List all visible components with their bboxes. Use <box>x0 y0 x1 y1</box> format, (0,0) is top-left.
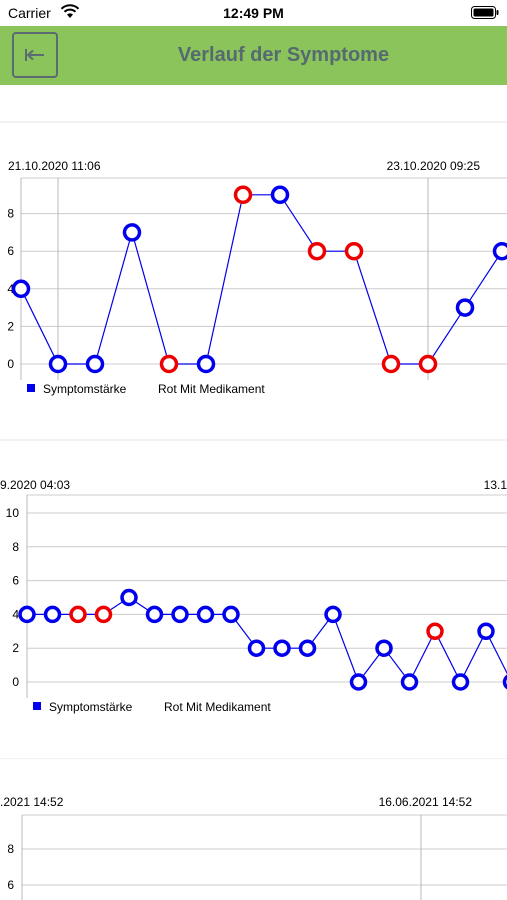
data-point <box>120 588 138 607</box>
data-point-medication <box>94 605 113 624</box>
data-point <box>247 639 266 657</box>
data-point <box>145 605 164 624</box>
date-right: 16.06.2021 14:52 <box>379 795 473 809</box>
y-tick-label: 4 <box>12 607 19 621</box>
wifi-icon <box>60 4 80 25</box>
data-point <box>451 673 470 691</box>
data-point <box>196 354 216 374</box>
data-point-medication <box>69 605 87 624</box>
data-point <box>122 223 142 242</box>
y-tick-label: 6 <box>7 244 14 258</box>
y-tick-label: 0 <box>12 675 19 689</box>
y-tick-label: 8 <box>7 207 14 221</box>
data-point <box>222 605 240 624</box>
y-tick-label: 2 <box>7 319 14 333</box>
symptom-chart-3: .2021 14:52 16.06.2021 14:52 8 6 <box>0 758 507 900</box>
page-title: Verlauf der Symptome <box>177 44 390 66</box>
data-point <box>48 354 68 374</box>
date-left: 9.2020 04:03 <box>0 478 70 492</box>
legend-swatch <box>33 702 41 710</box>
legend-series-label: Symptomstärke <box>49 700 133 714</box>
chart-legend: Symptomstärke Rot Mit Medikament <box>27 382 265 396</box>
data-point-medication <box>233 185 253 205</box>
date-right: 23.10.2020 09:25 <box>387 159 481 173</box>
y-tick-label: 8 <box>7 842 14 856</box>
date-left: .2021 14:52 <box>0 795 64 809</box>
data-point <box>349 673 368 691</box>
data-point <box>492 241 507 261</box>
legend-medication-label: Rot Mit Medikament <box>164 700 271 714</box>
data-point-medication <box>159 354 179 374</box>
arrow-left-to-bar-icon <box>25 49 44 61</box>
data-point-medication <box>344 241 364 261</box>
legend-medication-label: Rot Mit Medikament <box>158 382 265 396</box>
status-time: 12:49 PM <box>223 5 284 21</box>
y-tick-label: 6 <box>12 574 19 588</box>
legend-series-label: Symptomstärke <box>43 382 127 396</box>
data-point <box>196 605 215 624</box>
data-point <box>273 639 291 657</box>
data-point <box>11 279 31 299</box>
data-point-medication <box>381 354 401 374</box>
data-point <box>455 298 475 317</box>
data-point <box>400 673 419 691</box>
date-right: 13.1 <box>484 478 507 492</box>
navigation-bar: Verlauf der Symptome <box>0 26 507 85</box>
data-point <box>502 674 507 690</box>
y-tick-label: 4 <box>7 282 14 296</box>
y-tick-label: 2 <box>12 641 19 655</box>
y-tick-label: 10 <box>6 506 20 520</box>
data-point <box>375 639 393 657</box>
y-tick-label: 0 <box>7 357 14 371</box>
y-tick-label: 8 <box>12 540 19 554</box>
back-button[interactable] <box>12 32 58 78</box>
symptom-chart-2: 9.2020 04:03 13.1 0 2 4 6 8 10 Symptomstärke … <box>0 422 507 758</box>
chart-legend: Symptomstärke Rot Mit Medikament <box>33 700 271 714</box>
legend-swatch <box>27 384 35 392</box>
data-point-medication <box>426 622 444 641</box>
date-left: 21.10.2020 11:06 <box>8 159 101 173</box>
battery-icon <box>471 6 499 19</box>
data-point <box>477 622 495 641</box>
data-point <box>171 605 189 624</box>
data-point <box>85 354 105 374</box>
data-point <box>18 605 36 624</box>
status-bar: Carrier 12:49 PM <box>0 0 507 26</box>
data-point-medication <box>307 241 327 261</box>
y-tick-label: 6 <box>7 878 14 892</box>
carrier-label: Carrier <box>8 5 51 21</box>
data-point <box>324 605 342 624</box>
data-point-medication <box>418 354 438 374</box>
data-point <box>270 185 290 205</box>
data-point <box>298 639 317 657</box>
data-point <box>43 605 62 624</box>
series-line <box>20 194 507 365</box>
